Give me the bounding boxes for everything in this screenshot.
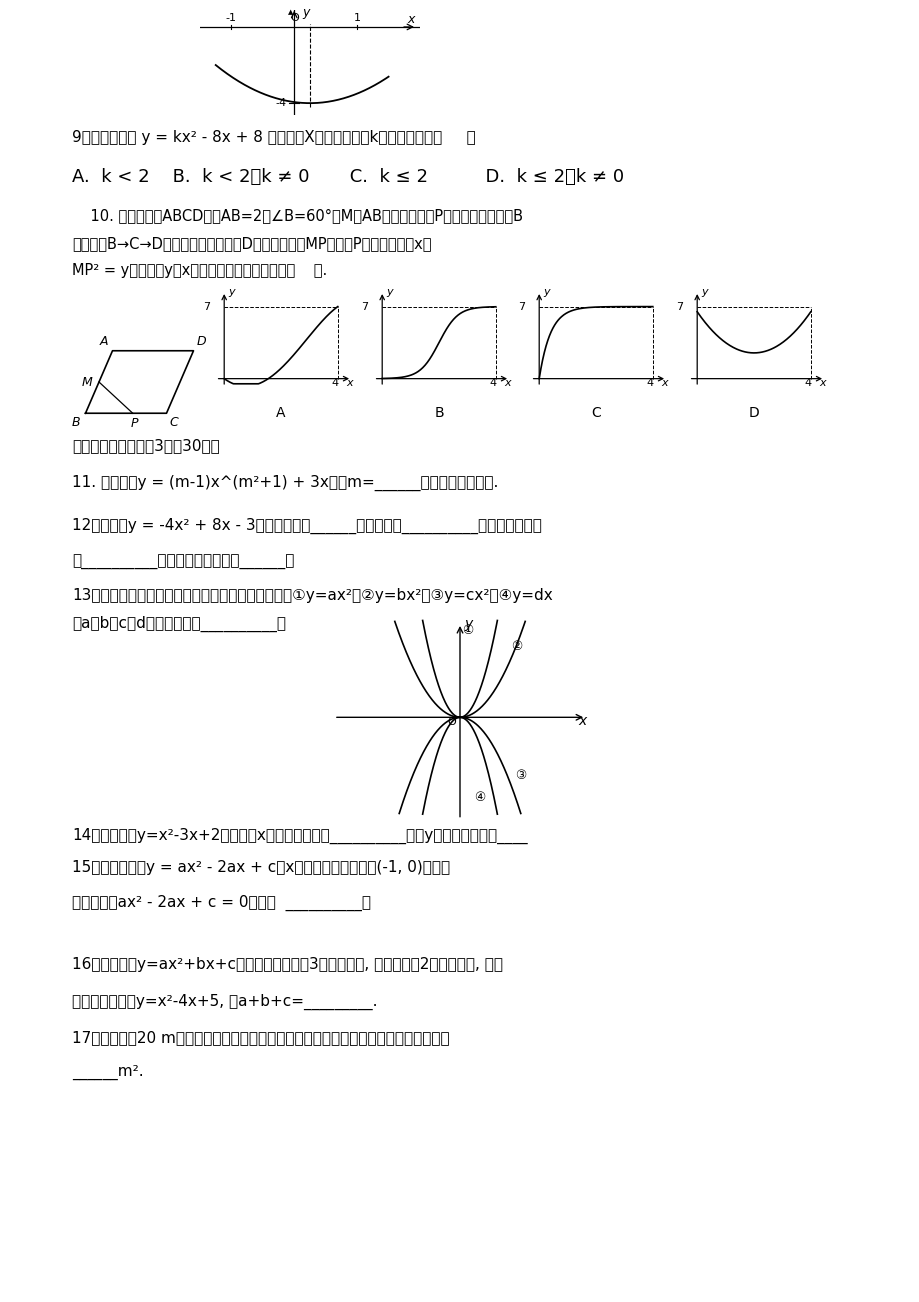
Text: 13、如图，四个二次函数的图象中，分别对应的是：①y=ax²；②y=bx²；③y=cx²；④y=dx: 13、如图，四个二次函数的图象中，分别对应的是：①y=ax²；②y=bx²；③y… <box>72 589 552 603</box>
Text: -4: -4 <box>276 98 287 108</box>
Text: B: B <box>72 415 80 428</box>
Text: O: O <box>448 717 456 728</box>
Text: D: D <box>196 335 206 348</box>
Text: x: x <box>577 715 585 728</box>
Text: A: A <box>100 335 108 348</box>
Text: 1: 1 <box>353 13 360 22</box>
Text: 10. 如图，菱形ABCD中，AB=2，∠B=60°，M为AB的中点．动点P在菱形的边上从点B: 10. 如图，菱形ABCD中，AB=2，∠B=60°，M为AB的中点．动点P在菱… <box>72 208 522 223</box>
Text: ④: ④ <box>473 790 484 803</box>
Text: -1: -1 <box>226 13 237 22</box>
Text: A: A <box>276 406 286 421</box>
Text: C: C <box>169 415 177 428</box>
Text: 4: 4 <box>489 378 496 388</box>
Text: y: y <box>464 617 472 631</box>
Text: x: x <box>346 378 353 388</box>
Text: A.  k < 2    B.  k < 2且k ≠ 0       C.  k ≤ 2          D.  k ≤ 2且k ≠ 0: A. k < 2 B. k < 2且k ≠ 0 C. k ≤ 2 D. k ≤ … <box>72 168 623 186</box>
Text: 14、二次函数y=x²-3x+2的图像与x轴的交点坐标是__________，与y轴的交点坐标为____: 14、二次函数y=x²-3x+2的图像与x轴的交点坐标是__________，与… <box>72 828 528 844</box>
Text: 17、如图，用20 m长的铁丝网围成一个一面靠墙的矩形养殖场，其养殖场的最大面积为: 17、如图，用20 m长的铁丝网围成一个一面靠墙的矩形养殖场，其养殖场的最大面积… <box>72 1030 449 1046</box>
Text: ②: ② <box>511 641 522 654</box>
Text: P: P <box>130 417 138 430</box>
Text: 4: 4 <box>646 378 652 388</box>
Text: 15、已知抛物线y = ax² - 2ax + c与x轴一个交点的坐标为(-1, 0)，则一: 15、已知抛物线y = ax² - 2ax + c与x轴一个交点的坐标为(-1,… <box>72 861 449 875</box>
Text: y: y <box>386 288 392 297</box>
Text: 16、把抛物线y=ax²+bx+c的图象先向右平移3个单位长度, 再向下平移2个单位长度, 所得: 16、把抛物线y=ax²+bx+c的图象先向右平移3个单位长度, 再向下平移2个… <box>72 957 503 973</box>
Text: 出发，沿B→C→D的方向运动，到达点D时停止．连接MP，设点P运动的路程为x，: 出发，沿B→C→D的方向运动，到达点D时停止．连接MP，设点P运动的路程为x， <box>72 236 431 251</box>
Text: ______m².: ______m². <box>72 1065 143 1081</box>
Text: 二、填空题：（每题3，共30分）: 二、填空题：（每题3，共30分） <box>72 437 220 453</box>
Text: 7: 7 <box>517 302 525 311</box>
Text: M: M <box>82 375 92 388</box>
Text: D: D <box>748 406 758 421</box>
Text: y: y <box>700 288 708 297</box>
Text: C: C <box>591 406 600 421</box>
Text: ▲: ▲ <box>288 9 293 16</box>
Text: B: B <box>434 406 443 421</box>
Text: 12、抛物线y = -4x² + 8x - 3的开口方向向______，对称轴是__________，最高点的坐标: 12、抛物线y = -4x² + 8x - 3的开口方向向______，对称轴是… <box>72 518 541 534</box>
Text: 7: 7 <box>360 302 368 311</box>
Text: 4: 4 <box>331 378 338 388</box>
Text: MP² = y，则表示y与x的函数关系的图象大致为（    ）.: MP² = y，则表示y与x的函数关系的图象大致为（ ）. <box>72 263 327 279</box>
Text: x: x <box>406 13 414 26</box>
Text: 是__________，函数值得最大值是______。: 是__________，函数值得最大值是______。 <box>72 555 294 570</box>
Text: 7: 7 <box>675 302 682 311</box>
Text: ③: ③ <box>515 769 526 783</box>
Text: 图象的解析式是y=x²-4x+5, 则a+b+c=_________.: 图象的解析式是y=x²-4x+5, 则a+b+c=_________. <box>72 993 377 1010</box>
Text: x: x <box>819 378 825 388</box>
Text: 7: 7 <box>203 302 210 311</box>
Text: x: x <box>661 378 667 388</box>
Text: y: y <box>543 288 550 297</box>
Text: 4: 4 <box>803 378 811 388</box>
Text: 则a、b、c、d的大小关系为__________．: 则a、b、c、d的大小关系为__________． <box>72 616 286 633</box>
Text: y: y <box>301 7 309 20</box>
Text: O: O <box>289 13 299 22</box>
Text: 元二次方程ax² - 2ax + c = 0的根为  __________．: 元二次方程ax² - 2ax + c = 0的根为 __________． <box>72 894 370 911</box>
Text: x: x <box>504 378 510 388</box>
Text: ①: ① <box>462 624 473 637</box>
Text: 9、二次函数与 y = kx² - 8x + 8 的图像与X轴有交点，则k的取值范围是（     ）: 9、二次函数与 y = kx² - 8x + 8 的图像与X轴有交点，则k的取值… <box>72 130 475 145</box>
Text: 11. 已知函数y = (m-1)x^(m²+1) + 3x，当m=______时，它是二次函数.: 11. 已知函数y = (m-1)x^(m²+1) + 3x，当m=______… <box>72 475 498 491</box>
Text: y: y <box>228 288 235 297</box>
